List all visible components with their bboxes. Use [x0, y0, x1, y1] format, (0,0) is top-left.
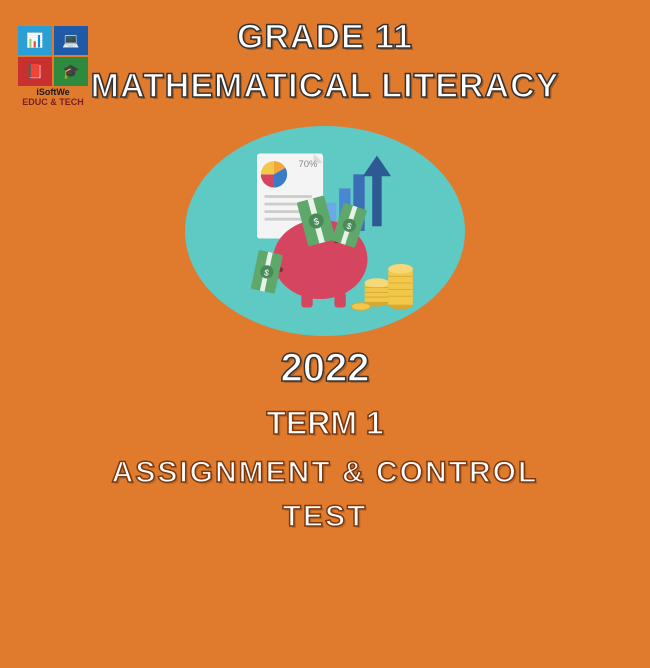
logo-tiles: 📊 💻 📕 🎓 — [18, 26, 88, 86]
logo-tile-computer-icon: 💻 — [54, 26, 88, 55]
arrow-up-icon — [363, 155, 391, 226]
oval-bg: 70% — [185, 126, 465, 336]
hero-oval: 70% — [185, 126, 465, 336]
logo-tile-book-icon: 📕 — [18, 57, 52, 86]
heading-term: TERM 1 — [0, 405, 650, 442]
finance-illustration: 70% — [230, 146, 420, 316]
logo-tile-chart-icon: 📊 — [18, 26, 52, 55]
logo-tile-grad-icon: 🎓 — [54, 57, 88, 86]
brand-logo: 📊 💻 📕 🎓 iSoftWe EDUC & TECH — [8, 26, 98, 108]
percent-label: 70% — [299, 159, 318, 170]
heading-year: 2022 — [0, 346, 650, 391]
logo-text-line2: EDUC & TECH — [8, 98, 98, 108]
heading-test: TEST — [0, 500, 650, 534]
heading-assignment: ASSIGNMENT & CONTROL — [0, 456, 650, 490]
